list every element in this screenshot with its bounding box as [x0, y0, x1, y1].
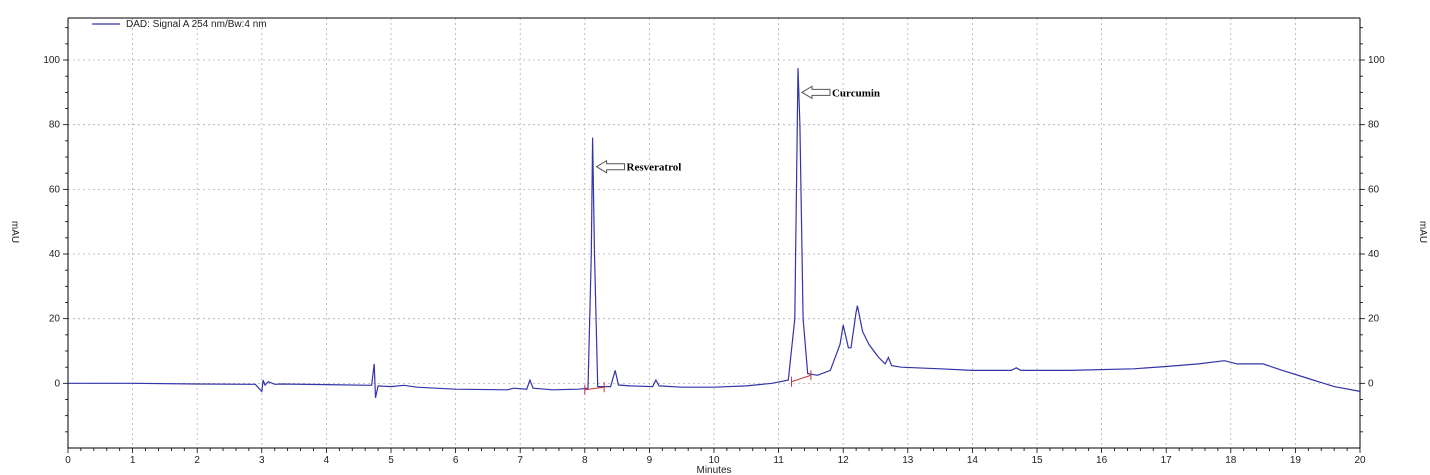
y-tick-label: 80 — [49, 120, 61, 131]
x-tick-label: 11 — [773, 455, 784, 466]
legend-label: DAD: Signal A 254 nm/Bw:4 nm — [126, 19, 267, 30]
x-tick-label: 12 — [838, 455, 850, 466]
x-tick-label: 2 — [194, 455, 200, 466]
signal-trace — [68, 68, 1361, 399]
x-tick-label: 17 — [1161, 455, 1173, 466]
annotation-arrow — [801, 85, 831, 100]
y-tick-label: 40 — [49, 249, 61, 260]
x-tick-label: 8 — [582, 455, 588, 466]
x-tick-label: 5 — [388, 455, 394, 466]
y-tick-label: 60 — [49, 184, 61, 195]
y-tick-label-right: 100 — [1368, 55, 1385, 66]
x-tick-label: 20 — [1354, 455, 1366, 466]
x-tick-label: 4 — [324, 455, 330, 466]
baseline-segment — [584, 386, 605, 391]
annotation-label: Resveratrol — [627, 162, 682, 174]
x-tick-label: 13 — [902, 455, 914, 466]
y-tick-label-right: 0 — [1368, 378, 1374, 389]
y-tick-label-right: 80 — [1368, 120, 1380, 131]
baseline-segment — [791, 374, 812, 383]
x-tick-label: 19 — [1290, 455, 1302, 466]
annotation-arrow — [595, 159, 626, 174]
x-tick-label: 9 — [647, 455, 653, 466]
x-tick-label: 10 — [708, 455, 720, 466]
x-tick-label: 6 — [453, 455, 459, 466]
annotations: Resveratrol Curcumin — [595, 85, 880, 174]
x-tick-label: 1 — [130, 455, 136, 466]
x-tick-label: 14 — [967, 455, 979, 466]
x-tick-label: 0 — [65, 455, 71, 466]
y-axis-label: mAU — [9, 221, 20, 243]
y-tick-label-right: 60 — [1368, 184, 1380, 195]
x-tick-label: 7 — [517, 455, 523, 466]
y-axis-label-right: mAU — [1417, 221, 1428, 243]
y-tick-label-right: 40 — [1368, 249, 1380, 260]
y-tick-label-right: 20 — [1368, 314, 1380, 325]
x-tick-label: 15 — [1031, 455, 1043, 466]
y-tick-label: 100 — [43, 55, 60, 66]
x-tick-label: 3 — [259, 455, 265, 466]
x-tick-label: 16 — [1096, 455, 1108, 466]
annotation-label: Curcumin — [832, 87, 880, 99]
y-tick-label: 0 — [54, 378, 60, 389]
x-tick-label: 18 — [1225, 455, 1237, 466]
grid — [68, 18, 1360, 448]
y-tick-label: 20 — [49, 314, 61, 325]
legend: DAD: Signal A 254 nm/Bw:4 nm — [92, 19, 267, 30]
x-axis-label: Minutes — [696, 465, 731, 475]
series — [68, 68, 1361, 399]
